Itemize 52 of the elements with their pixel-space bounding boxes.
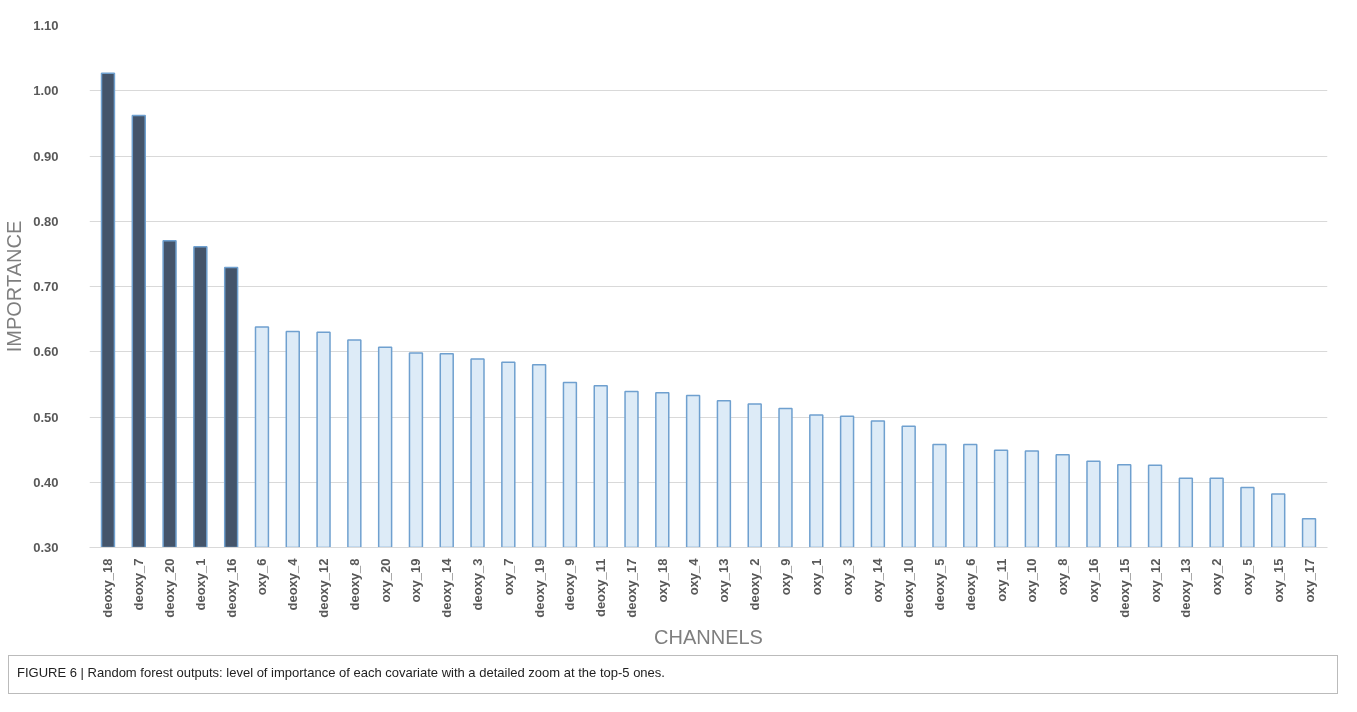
x-tick-label: oxy_17 [1301, 558, 1317, 603]
x-tick-label: deoxy_1 [192, 558, 208, 611]
x-tick-label: oxy_8 [1055, 558, 1071, 596]
x-tick-label: oxy_14 [870, 557, 886, 603]
x-tick-label: deoxy_6 [962, 558, 978, 611]
x-tick-label: oxy_11 [993, 558, 1009, 602]
x-tick-label: oxy_10 [1024, 558, 1040, 603]
x-tick-label: oxy_20 [377, 558, 393, 603]
y-tick-label: 0.90 [33, 148, 59, 164]
x-tick-label: oxy_5 [1239, 558, 1255, 596]
x-tick-label: deoxy_4 [285, 557, 301, 611]
x-tick-label: oxy_1 [808, 558, 824, 596]
x-tick-label: deoxy_18 [100, 558, 116, 618]
y-tick-label: 0.50 [33, 409, 59, 425]
x-tick-label: oxy_7 [500, 558, 516, 596]
y-axis-title: IMPORTANCE [3, 220, 26, 353]
x-tick-label: oxy_3 [839, 558, 855, 596]
x-tick-label: deoxy_14 [439, 557, 455, 618]
x-tick-label: oxy_16 [1085, 558, 1101, 603]
x-tick-label: deoxy_13 [1178, 558, 1194, 618]
x-tick-label: deoxy_17 [624, 558, 640, 618]
x-tick-label: oxy_19 [408, 558, 424, 603]
x-tick-label: deoxy_20 [162, 558, 178, 618]
x-tick-label: deoxy_15 [1116, 558, 1132, 618]
x-tick-label: deoxy_12 [316, 558, 332, 618]
x-tick-label: oxy_12 [1147, 558, 1163, 603]
x-tick-label: oxy_18 [654, 558, 670, 603]
x-tick-label: deoxy_11 [593, 558, 609, 618]
x-tick-label: oxy_13 [716, 558, 732, 603]
y-tick-label: 0.70 [33, 279, 59, 294]
x-tick-label: oxy_6 [254, 558, 270, 596]
y-tick-label: 0.30 [33, 540, 59, 555]
y-tick-label: 1.10 [33, 18, 59, 33]
x-tick-label: deoxy_16 [223, 558, 239, 618]
y-tick-label: 1.00 [33, 83, 59, 99]
x-tick-label: deoxy_9 [562, 558, 578, 611]
x-tick-label: oxy_2 [1209, 558, 1225, 596]
x-tick-label: deoxy_2 [747, 558, 763, 611]
y-tick-label: 0.80 [33, 213, 59, 229]
x-tick-label: oxy_4 [685, 557, 701, 596]
caption: FIGURE 6 | Random forest outputs: level of importance of each covariate with a detailed zoom at the top-5 ones. [17, 664, 665, 682]
x-tick-label: deoxy_5 [931, 558, 947, 611]
x-tick-label: deoxy_8 [346, 558, 362, 611]
x-tick-label: oxy_15 [1270, 558, 1286, 603]
x-tick-label: deoxy_10 [901, 558, 917, 618]
x-axis-title: CHANNELS [654, 625, 763, 648]
x-tick-label: oxy_9 [777, 558, 793, 596]
x-tick-label: deoxy_3 [470, 558, 486, 611]
y-tick-label: 0.40 [33, 474, 59, 490]
x-tick-label: deoxy_19 [531, 558, 547, 618]
y-tick-label: 0.60 [33, 344, 59, 360]
x-tick-label: deoxy_7 [131, 558, 147, 611]
